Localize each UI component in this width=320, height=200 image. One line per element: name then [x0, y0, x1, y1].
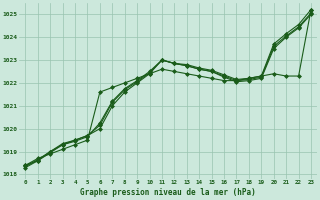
X-axis label: Graphe pression niveau de la mer (hPa): Graphe pression niveau de la mer (hPa): [80, 188, 256, 197]
